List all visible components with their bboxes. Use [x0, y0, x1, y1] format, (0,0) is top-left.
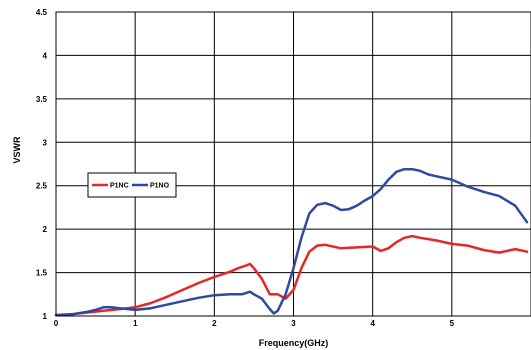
x-tick-label: 4: [370, 319, 375, 328]
x-tick-label: 0: [54, 319, 59, 328]
series-line-p1no: [54, 167, 529, 317]
plot-area-border: [55, 11, 531, 317]
chart-series: [54, 167, 529, 317]
y-axis-ticks: 1 1.5 2 2.5 3 3.5 4 4.5: [36, 8, 48, 321]
x-tick-label: 2: [212, 319, 217, 328]
y-tick-label: 1: [43, 312, 48, 321]
legend-label-p1nc: P1NC: [110, 183, 129, 190]
x-axis-label: Frequency(GHz): [259, 338, 329, 348]
y-tick-label: 2.5: [36, 182, 48, 191]
x-tick-label: 3: [291, 319, 296, 328]
y-axis-label: VSWR: [12, 136, 22, 164]
y-tick-label: 4: [43, 51, 48, 60]
y-tick-label: 3: [43, 138, 48, 147]
x-axis-ticks: 0 1 2 3 4 5: [54, 319, 455, 328]
y-tick-label: 1.5: [36, 269, 48, 278]
x-tick-label: 1: [133, 319, 138, 328]
legend-label-p1no: P1NO: [150, 183, 170, 190]
chart-legend: P1NC P1NO: [87, 172, 177, 198]
y-tick-label: 3.5: [36, 95, 48, 104]
series-line-p1nc: [54, 234, 529, 317]
y-tick-label: 4.5: [36, 8, 48, 17]
x-tick-label: 5: [450, 319, 455, 328]
y-tick-label: 2: [43, 225, 48, 234]
